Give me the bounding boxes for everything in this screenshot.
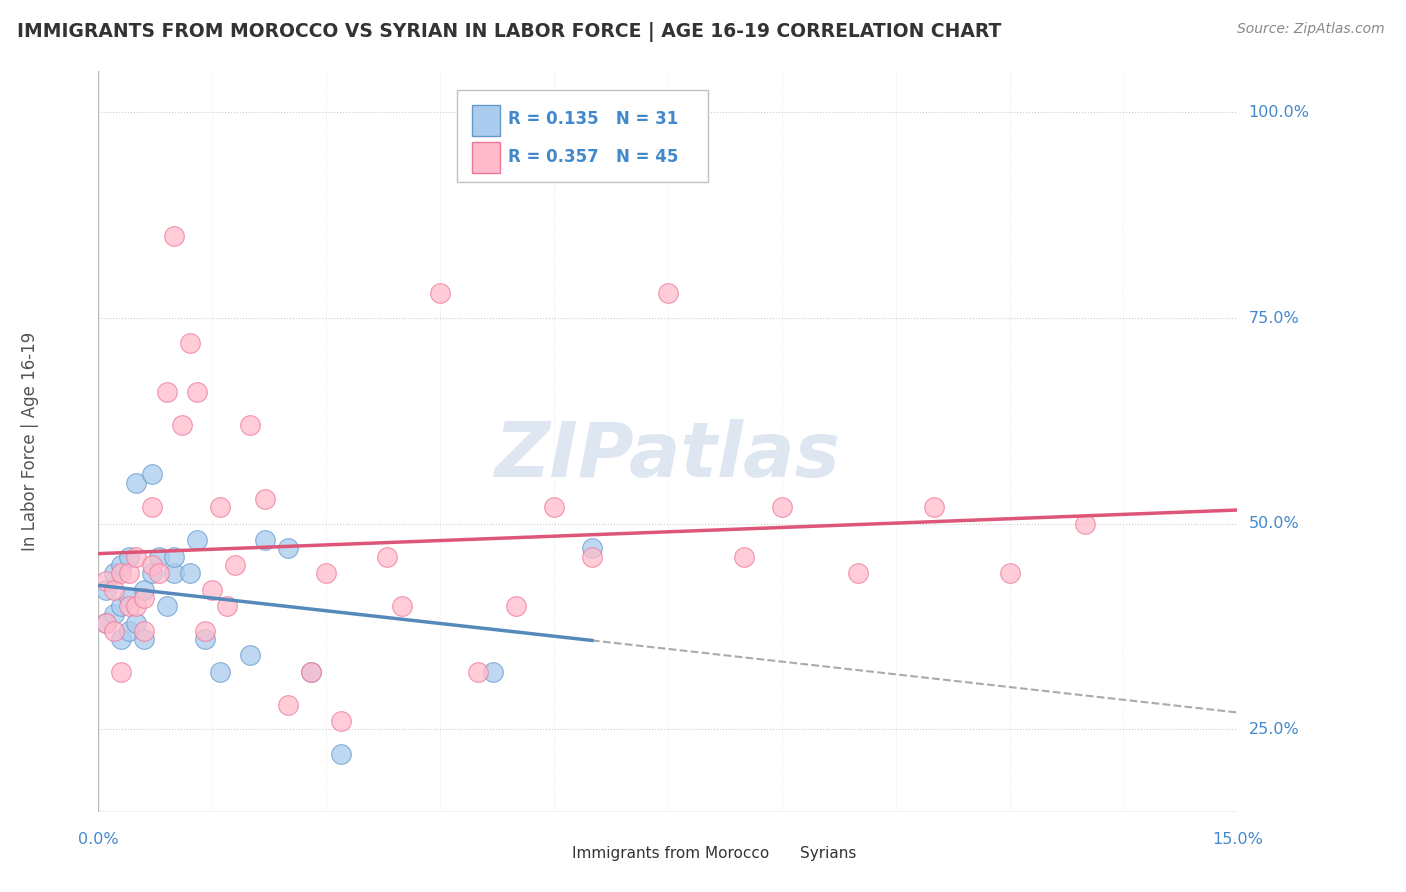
Text: 15.0%: 15.0% — [1212, 832, 1263, 847]
Point — [125, 599, 148, 613]
FancyBboxPatch shape — [531, 845, 562, 863]
Point — [657, 286, 679, 301]
Text: ZIPatlas: ZIPatlas — [495, 419, 841, 493]
Point — [103, 566, 125, 581]
Point — [1074, 516, 1097, 531]
Point — [186, 385, 208, 400]
Point — [179, 566, 201, 581]
Point — [179, 335, 201, 350]
Point — [581, 549, 603, 564]
Point — [110, 632, 132, 646]
Point — [239, 648, 262, 663]
Point — [194, 624, 217, 638]
Text: 50.0%: 50.0% — [1249, 516, 1299, 532]
Point — [330, 747, 353, 761]
Point — [239, 418, 262, 433]
Point — [163, 228, 186, 243]
Point — [132, 624, 155, 638]
Point — [581, 541, 603, 556]
FancyBboxPatch shape — [472, 142, 501, 173]
Point — [330, 714, 353, 729]
Point — [156, 385, 179, 400]
Point — [208, 500, 231, 515]
FancyBboxPatch shape — [457, 90, 707, 183]
Point — [846, 566, 869, 581]
FancyBboxPatch shape — [759, 845, 790, 863]
Point — [391, 599, 413, 613]
Text: 0.0%: 0.0% — [79, 832, 118, 847]
Point — [141, 566, 163, 581]
Point — [467, 665, 489, 679]
Point — [141, 500, 163, 515]
Text: R = 0.357   N = 45: R = 0.357 N = 45 — [509, 147, 679, 166]
Point — [429, 286, 451, 301]
Point — [224, 558, 246, 572]
Point — [770, 500, 793, 515]
Text: Syrians: Syrians — [800, 847, 856, 862]
Text: R = 0.135   N = 31: R = 0.135 N = 31 — [509, 111, 679, 128]
Point — [186, 533, 208, 548]
Point — [148, 549, 170, 564]
Text: Source: ZipAtlas.com: Source: ZipAtlas.com — [1237, 22, 1385, 37]
Point — [201, 582, 224, 597]
Point — [315, 566, 337, 581]
Point — [299, 665, 322, 679]
Point — [118, 566, 141, 581]
Point — [118, 599, 141, 613]
Point — [163, 549, 186, 564]
Point — [132, 632, 155, 646]
Point — [103, 607, 125, 622]
Point — [118, 624, 141, 638]
Point — [277, 541, 299, 556]
Point — [156, 599, 179, 613]
Point — [125, 615, 148, 630]
Text: 25.0%: 25.0% — [1249, 722, 1299, 737]
Point — [148, 566, 170, 581]
Point — [254, 492, 277, 507]
Point — [141, 558, 163, 572]
Point — [110, 599, 132, 613]
Point — [110, 566, 132, 581]
Point — [194, 632, 217, 646]
Point — [482, 665, 505, 679]
Point — [922, 500, 945, 515]
Point — [94, 615, 117, 630]
Point — [254, 533, 277, 548]
Point — [132, 582, 155, 597]
Point — [103, 624, 125, 638]
Point — [217, 599, 239, 613]
Point — [141, 467, 163, 482]
Point — [299, 665, 322, 679]
Point — [163, 566, 186, 581]
Point — [103, 582, 125, 597]
Point — [505, 599, 527, 613]
Point — [125, 549, 148, 564]
Point — [375, 549, 398, 564]
Point — [543, 500, 565, 515]
Text: 100.0%: 100.0% — [1249, 105, 1309, 120]
Point — [118, 549, 141, 564]
Point — [110, 558, 132, 572]
Point — [94, 574, 117, 589]
Point — [208, 665, 231, 679]
Point — [998, 566, 1021, 581]
Point — [132, 591, 155, 605]
Text: Immigrants from Morocco: Immigrants from Morocco — [572, 847, 769, 862]
Text: In Labor Force | Age 16-19: In Labor Force | Age 16-19 — [21, 332, 39, 551]
Point — [118, 591, 141, 605]
Point — [110, 665, 132, 679]
FancyBboxPatch shape — [472, 104, 501, 136]
Text: 75.0%: 75.0% — [1249, 310, 1299, 326]
Point — [125, 475, 148, 490]
Point — [94, 582, 117, 597]
Point — [170, 418, 193, 433]
Point — [94, 615, 117, 630]
Point — [277, 698, 299, 712]
Text: IMMIGRANTS FROM MOROCCO VS SYRIAN IN LABOR FORCE | AGE 16-19 CORRELATION CHART: IMMIGRANTS FROM MOROCCO VS SYRIAN IN LAB… — [17, 22, 1001, 42]
Point — [733, 549, 755, 564]
